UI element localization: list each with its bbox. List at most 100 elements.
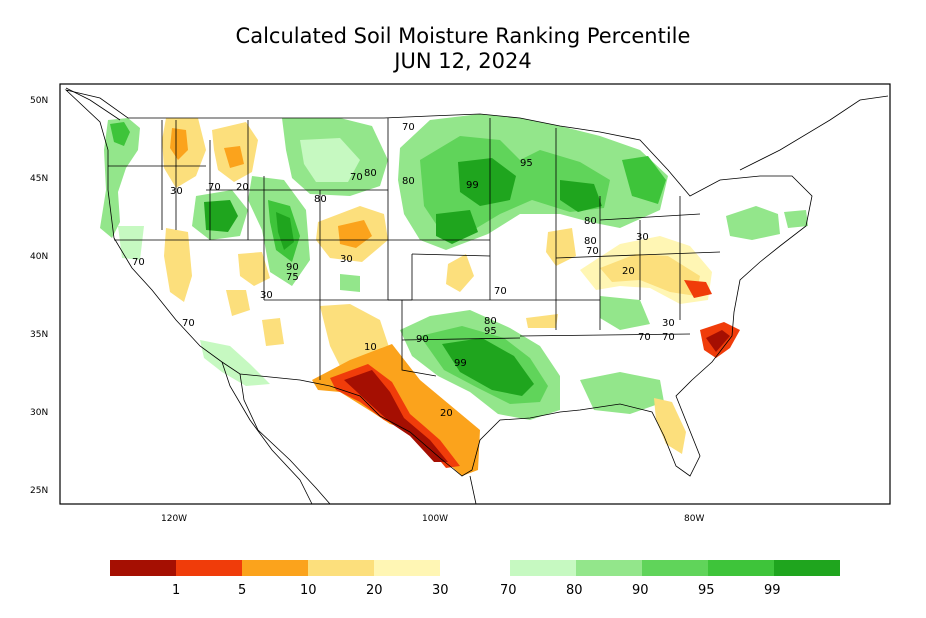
state-line-4 bbox=[387, 118, 413, 300]
dry-region-nevada bbox=[164, 228, 192, 302]
contour-label: 90 bbox=[416, 334, 429, 345]
contour-label: 30 bbox=[636, 232, 649, 243]
contour-label: 70 bbox=[182, 318, 195, 329]
dry-region-arizona bbox=[262, 318, 284, 346]
contour-label: 95 bbox=[520, 158, 533, 169]
dry-region-az-2 bbox=[226, 290, 250, 316]
wet-region-wisconsin-core bbox=[560, 180, 602, 212]
baja bbox=[221, 361, 313, 505]
contour-label: 80 bbox=[402, 176, 415, 187]
contour-label: 80 bbox=[584, 216, 597, 227]
legend-swatch-99 bbox=[774, 560, 840, 576]
legend-label: 80 bbox=[566, 583, 583, 598]
contour-label: 70 bbox=[494, 286, 507, 297]
map-title: Calculated Soil Moisture Ranking Percent… bbox=[235, 24, 691, 48]
contour-label: 30 bbox=[260, 290, 273, 301]
wet-region-gulf bbox=[580, 372, 664, 414]
legend-label: 99 bbox=[764, 583, 781, 598]
contour-label: 30 bbox=[662, 318, 675, 329]
x-tick-label: 80W bbox=[684, 514, 704, 524]
legend: 1 5 10 20 30 70 80 90 95 99 bbox=[110, 560, 840, 598]
contour-labels: 70 30 70 20 80 70 80 70 80 99 95 80 30 8… bbox=[132, 122, 675, 419]
contour-label: 70 bbox=[402, 122, 415, 133]
wet-region-upper-midwest-mid bbox=[420, 136, 610, 232]
state-line-1 bbox=[161, 120, 177, 230]
contour-label: 80 bbox=[314, 194, 327, 205]
x-axis: 120W 100W 80W bbox=[161, 514, 704, 524]
wet-region-mid-atlantic bbox=[726, 206, 780, 240]
dry-region-idaho-core bbox=[170, 128, 188, 160]
dry-region-utah bbox=[238, 252, 270, 286]
contour-label: 95 bbox=[484, 326, 497, 337]
y-tick-label: 30N bbox=[30, 408, 48, 418]
wet-region-pnw-core bbox=[110, 122, 130, 146]
dry-region-big-bend-core bbox=[344, 370, 448, 462]
contour-label: 20 bbox=[440, 408, 453, 419]
wet-region-michigan bbox=[622, 156, 666, 204]
legend-label: 70 bbox=[500, 583, 517, 598]
state-line-7 bbox=[639, 196, 681, 320]
contour-label: 30 bbox=[170, 186, 183, 197]
map-date: JUN 12, 2024 bbox=[394, 49, 532, 73]
contour-label: 10 bbox=[364, 342, 377, 353]
legend-label: 95 bbox=[698, 583, 715, 598]
canada-coast bbox=[65, 87, 889, 171]
y-tick-label: 40N bbox=[30, 252, 48, 262]
contour-label: 90 bbox=[286, 262, 299, 273]
state-line-10 bbox=[401, 333, 691, 341]
dry-region-montana-core bbox=[224, 146, 244, 168]
y-tick-label: 25N bbox=[30, 486, 48, 496]
dry-region-il bbox=[546, 228, 576, 266]
wet-region-nm-2 bbox=[340, 274, 360, 292]
wet-region-california bbox=[200, 340, 270, 386]
y-tick-label: 50N bbox=[30, 96, 48, 106]
wet-region-wyoming-center bbox=[276, 212, 294, 250]
contour-label: 20 bbox=[622, 266, 635, 277]
legend-swatch-70 bbox=[510, 560, 576, 576]
contour-label: 80 bbox=[364, 168, 377, 179]
legend-label: 20 bbox=[366, 583, 383, 598]
state-line-11 bbox=[555, 213, 721, 259]
legend-swatch-95 bbox=[708, 560, 774, 576]
moisture-regions bbox=[100, 114, 808, 476]
contour-label: 80 bbox=[584, 236, 597, 247]
x-tick-label: 120W bbox=[161, 514, 187, 524]
legend-swatch-5 bbox=[176, 560, 242, 576]
wet-region-iowa bbox=[436, 210, 478, 244]
state-line-5 bbox=[401, 118, 491, 340]
wet-region-oregon bbox=[118, 226, 144, 260]
x-tick-label: 100W bbox=[422, 514, 448, 524]
contour-label: 70 bbox=[586, 246, 599, 257]
contour-label: 80 bbox=[484, 316, 497, 327]
contour-label: 30 bbox=[340, 254, 353, 265]
dry-region-ohio-valley-mid bbox=[600, 254, 700, 296]
dry-region-colorado-core bbox=[338, 220, 372, 248]
contour-label: 70 bbox=[350, 172, 363, 183]
contour-label: 75 bbox=[286, 272, 299, 283]
wet-region-minnesota-core bbox=[458, 158, 516, 206]
y-axis: 50N 45N 40N 35N 30N 25N bbox=[30, 96, 48, 496]
legend-swatch-90 bbox=[642, 560, 708, 576]
legend-swatch-30 bbox=[374, 560, 440, 576]
dry-region-kansas bbox=[446, 254, 474, 292]
dry-region-florida bbox=[654, 398, 686, 454]
legend-label: 10 bbox=[300, 583, 317, 598]
legend-label: 90 bbox=[632, 583, 649, 598]
state-line-6 bbox=[555, 128, 601, 330]
y-tick-label: 45N bbox=[30, 174, 48, 184]
wet-region-north-plains-core bbox=[300, 138, 360, 182]
legend-swatch-80 bbox=[576, 560, 642, 576]
legend-label: 1 bbox=[172, 583, 180, 598]
dry-region-carolinas-core bbox=[706, 330, 730, 352]
legend-swatch-20 bbox=[308, 560, 374, 576]
legend-swatch-1 bbox=[110, 560, 176, 576]
wet-region-texas-core bbox=[442, 338, 534, 396]
legend-label: 30 bbox=[432, 583, 449, 598]
contour-label: 99 bbox=[454, 358, 467, 369]
contour-label: 70 bbox=[638, 332, 651, 343]
state-line-12 bbox=[388, 253, 491, 301]
contour-label: 70 bbox=[662, 332, 675, 343]
dry-region-mo bbox=[526, 314, 558, 328]
legend-swatch-10 bbox=[242, 560, 308, 576]
